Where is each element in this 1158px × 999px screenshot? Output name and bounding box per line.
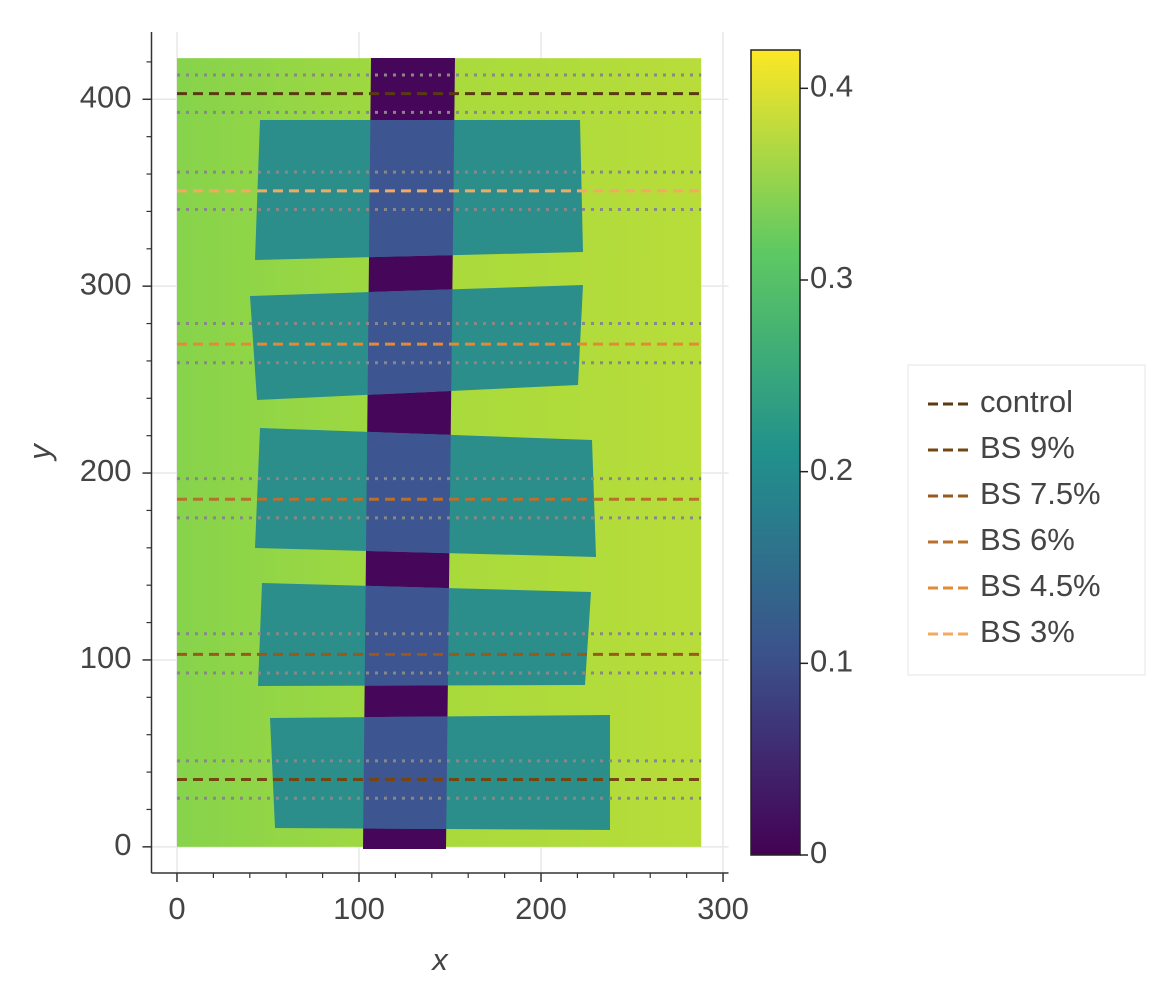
legend-label: BS 9% <box>980 430 1075 465</box>
legend-label: control <box>980 384 1073 419</box>
colorbar: 0 0.1 0.2 0.3 0.4 <box>750 49 853 870</box>
legend-label: BS 7.5% <box>980 476 1101 511</box>
y-tick-label: 300 <box>80 266 132 301</box>
colorbar-tick-label: 0 <box>810 835 827 870</box>
legend-label: BS 6% <box>980 522 1075 557</box>
colorbar-tick-label: 0.3 <box>810 260 853 295</box>
x-axis-label: x <box>430 942 449 977</box>
y-tick-label: 200 <box>80 453 132 488</box>
legend-label: BS 3% <box>980 614 1075 649</box>
y-tick-label: 100 <box>80 640 132 675</box>
legend: control BS 9% BS 7.5% BS 6% BS 4.5% BS 3% <box>928 384 1101 649</box>
y-axis-label: y <box>22 442 57 462</box>
colorbar-tick-label: 0.2 <box>810 452 853 487</box>
colorbar-scale <box>750 49 801 856</box>
y-tick-label: 400 <box>80 79 132 114</box>
strip-overlap <box>363 120 455 830</box>
axes: 0 100 200 300 0 100 200 300 400 <box>80 32 749 926</box>
x-tick-label: 100 <box>333 891 385 926</box>
colorbar-tick-label: 0.1 <box>810 644 853 679</box>
image-content <box>250 58 610 849</box>
legend-box <box>907 364 1146 676</box>
legend-label: BS 4.5% <box>980 568 1101 603</box>
lines <box>176 73 702 800</box>
x-tick-label: 200 <box>515 891 567 926</box>
x-tick-label: 0 <box>168 891 185 926</box>
y-tick-label: 0 <box>114 827 131 862</box>
colorbar-tick-label: 0.4 <box>810 69 853 104</box>
x-tick-label: 300 <box>697 891 749 926</box>
